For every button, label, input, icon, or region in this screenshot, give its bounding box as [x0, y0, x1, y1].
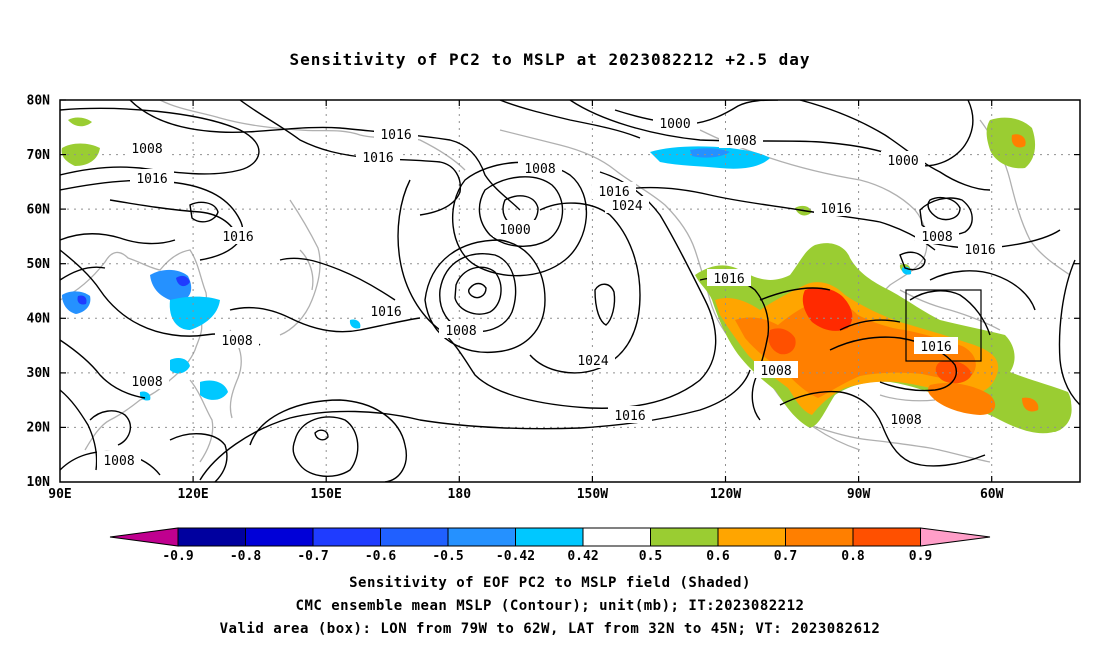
- contour-label: 1008: [890, 413, 921, 428]
- colorbar-seg-6: [515, 527, 584, 547]
- lat-label-30n: 30N: [27, 366, 51, 381]
- colorbar-label: -0.42: [496, 549, 535, 564]
- contour-label: 1000: [887, 154, 918, 169]
- caption-valid-area: Valid area (box): LON from 79W to 62W, L…: [219, 621, 881, 637]
- shade-negative-east-asia-core: [176, 275, 190, 287]
- colorbar-label: 0.7: [774, 549, 797, 564]
- longitude-labels: 90E 120E 150E 180 150W 120W 90W 60W: [48, 487, 1003, 502]
- contour-label: 1016: [964, 243, 995, 258]
- contour-label: 1008: [221, 334, 252, 349]
- contour-label: 1008: [524, 162, 555, 177]
- grid-lines: [60, 100, 1080, 482]
- shade-red-core-2: [768, 328, 796, 355]
- colorbar-label: 0.8: [841, 549, 865, 564]
- contour-label: 1000: [659, 117, 690, 132]
- colorbar-seg-4: [380, 527, 449, 547]
- contour-label: 1000: [499, 223, 530, 238]
- colorbar-seg-3: [312, 527, 381, 547]
- contour-label: 1016: [222, 230, 253, 245]
- shade-negative-south-1: [170, 358, 190, 374]
- mslp-contours: [60, 100, 1080, 482]
- shade-orange-greenland: [1011, 134, 1026, 148]
- shade-negative-east-asia-2: [169, 296, 220, 330]
- contour-label: 1008: [131, 142, 162, 157]
- contour-labels: 1016 1016 1008 1016 1016 1008 1000 1016 …: [97, 114, 1002, 469]
- colorbar: [109, 527, 991, 547]
- colorbar-label: -0.8: [230, 549, 261, 564]
- plot-border: [59, 99, 1081, 483]
- contour-label: 1024: [577, 354, 608, 369]
- shade-green-greenland: [986, 117, 1036, 169]
- lon-label-90e: 90E: [48, 487, 71, 502]
- contour-label: 1008: [131, 375, 162, 390]
- colorbar-seg-11: [852, 527, 921, 547]
- contour-label: 1016: [614, 409, 645, 424]
- contour-label: 1016: [136, 172, 167, 187]
- contour-label: 1008: [445, 324, 476, 339]
- colorbar-label: -0.7: [297, 549, 328, 564]
- valid-area-box: [905, 289, 982, 362]
- colorbar-seg-5: [447, 527, 516, 547]
- colorbar-label: 0.9: [909, 549, 932, 564]
- contour-label: 1016: [920, 340, 951, 355]
- colorbar-seg-0: [109, 527, 179, 547]
- lon-label-150e: 150E: [311, 487, 342, 502]
- contour-label: 1016: [362, 151, 393, 166]
- contour-label: 1016: [380, 128, 411, 143]
- lat-label-40n: 40N: [27, 312, 51, 327]
- lat-label-20n: 20N: [27, 421, 51, 436]
- colorbar-label: 0.6: [706, 549, 730, 564]
- shade-red-core-1: [802, 287, 853, 331]
- lat-label-80n: 80N: [27, 94, 51, 109]
- shade-positive-east-1: [927, 383, 996, 415]
- contour-label: 1008: [760, 364, 791, 379]
- shade-negative-south-2: [200, 380, 228, 400]
- lon-label-150w: 150W: [577, 487, 608, 502]
- axis-ticks: [60, 99, 1080, 482]
- colorbar-label: -0.5: [432, 549, 463, 564]
- caption-contour: CMC ensemble mean MSLP (Contour); unit(m…: [295, 598, 805, 614]
- lat-label-70n: 70N: [27, 148, 51, 163]
- contour-label: 1008: [725, 134, 756, 149]
- shade-negative-west-core: [77, 295, 87, 305]
- lat-label-50n: 50N: [27, 257, 51, 272]
- lon-label-120e: 120E: [177, 487, 208, 502]
- contour-label: 1008: [103, 454, 134, 469]
- lon-label-90w: 90W: [847, 487, 871, 502]
- colorbar-seg-12: [920, 527, 991, 547]
- colorbar-seg-9: [717, 527, 786, 547]
- colorbar-seg-10: [785, 527, 854, 547]
- map-title: Sensitivity of PC2 to MSLP at 2023082212…: [289, 50, 811, 69]
- lon-label-60w: 60W: [980, 487, 1004, 502]
- shade-green-nw: [61, 143, 100, 166]
- shade-negative-arctic-core: [690, 148, 730, 158]
- contour-label: 1016: [713, 272, 744, 287]
- colorbar-seg-8: [650, 527, 719, 547]
- colorbar-label: -0.6: [365, 549, 396, 564]
- colorbar-labels: -0.9 -0.8 -0.7 -0.6 -0.5 -0.42 0.42 0.5 …: [162, 549, 932, 564]
- contour-label: 1024: [611, 199, 642, 214]
- contour-label: 1008: [921, 230, 952, 245]
- colorbar-label: 0.5: [639, 549, 662, 564]
- colorbar-seg-1: [177, 527, 246, 547]
- caption-shaded: Sensitivity of EOF PC2 to MSLP field (Sh…: [349, 575, 751, 591]
- colorbar-label: 0.42: [567, 549, 598, 564]
- lat-label-10n: 10N: [27, 475, 51, 490]
- shade-orange-east: [1022, 397, 1039, 412]
- lat-label-60n: 60N: [27, 203, 51, 218]
- colorbar-label: -0.9: [162, 549, 193, 564]
- shade-negative-south-3: [139, 391, 151, 401]
- shade-green-nw2: [68, 117, 92, 127]
- contour-label: 1016: [820, 202, 851, 217]
- latitude-labels: 80N 70N 60N 50N 40N 30N 20N 10N: [27, 94, 51, 491]
- contour-label: 1016: [370, 305, 401, 320]
- colorbar-seg-2: [245, 527, 314, 547]
- shade-negative-pacific: [349, 319, 361, 329]
- shade-red-core-3: [935, 360, 972, 384]
- lon-label-180: 180: [448, 487, 472, 502]
- lon-label-120w: 120W: [710, 487, 741, 502]
- colorbar-seg-7: [582, 527, 651, 547]
